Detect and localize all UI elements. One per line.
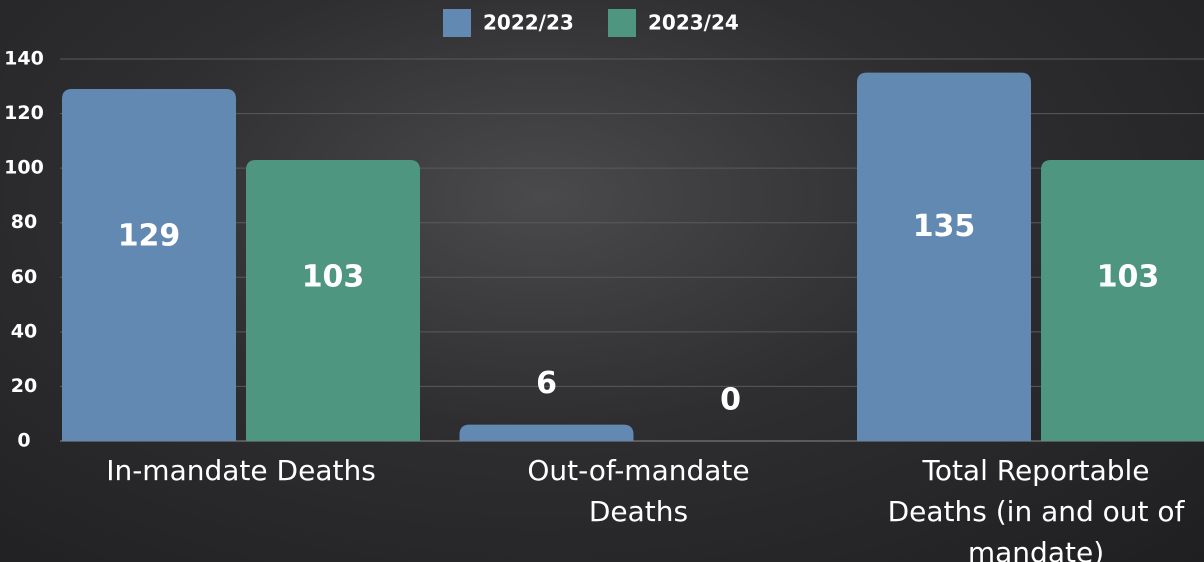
value-label: 6 bbox=[536, 366, 557, 401]
bar bbox=[459, 424, 634, 441]
x-tick-label: Out-of-mandate Deaths bbox=[527, 454, 750, 528]
bar bbox=[246, 159, 420, 441]
x-tick-label: Total Reportable Deaths (in and out of m… bbox=[887, 454, 1185, 562]
y-tick-label: 0 bbox=[17, 430, 30, 452]
y-tick-label: 40 bbox=[11, 320, 37, 342]
value-label: 103 bbox=[1097, 259, 1160, 294]
legend-label: 2023/24 bbox=[648, 11, 739, 35]
value-label: 129 bbox=[118, 218, 181, 253]
legend-swatch bbox=[608, 9, 636, 37]
value-label: 135 bbox=[913, 209, 976, 244]
bar bbox=[62, 89, 236, 441]
y-tick-label: 60 bbox=[11, 266, 37, 288]
y-tick-label: 140 bbox=[4, 48, 44, 70]
y-tick-label: 100 bbox=[4, 157, 44, 179]
legend-label: 2022/23 bbox=[483, 11, 574, 35]
value-label: 0 bbox=[720, 383, 741, 418]
y-tick-label: 20 bbox=[11, 375, 37, 397]
bar bbox=[1041, 159, 1204, 441]
value-label: 103 bbox=[302, 259, 365, 294]
bar bbox=[857, 72, 1031, 442]
y-tick-label: 120 bbox=[4, 102, 44, 124]
legend-swatch bbox=[443, 9, 471, 37]
x-tick-label: In-mandate Deaths bbox=[106, 454, 376, 487]
y-tick-label: 80 bbox=[11, 211, 37, 233]
